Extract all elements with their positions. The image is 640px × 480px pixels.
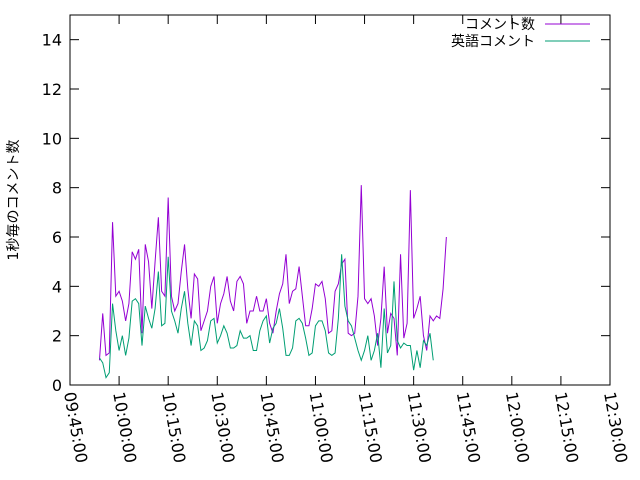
series-line-2 [99,254,434,379]
series-line-1 [98,185,447,361]
x-tick-label: 11:30:00 [404,390,435,464]
y-axis-label: 1秒毎のコメント数 [6,140,22,261]
x-tick-label: 10:45:00 [256,390,287,464]
x-tick-label: 12:30:00 [600,390,631,464]
legend-label-1: コメント数 [465,17,535,33]
x-tick-label: 11:15:00 [355,390,386,464]
x-tick-label: 10:00:00 [109,390,140,464]
y-tick-label: 14 [42,31,62,50]
y-tick-label: 10 [42,129,62,148]
x-tick-label: 12:15:00 [551,390,582,464]
plot-border [69,14,611,386]
y-tick-label: 12 [42,80,62,99]
y-tick-label: 6 [52,228,62,247]
legend-label-2: 英語コメント [451,33,535,50]
plot-area [69,14,611,386]
y-tick-label: 8 [52,179,62,198]
y-tick-label: 2 [52,327,62,346]
x-tick-label: 12:00:00 [502,390,533,464]
x-tick-label: 10:30:00 [207,390,238,464]
x-tick-label: 10:15:00 [158,390,189,464]
x-tick-label: 09:45:00 [60,390,91,464]
x-axis: 09:45:00 10:00:00 10:15:00 10:30:00 10:45:00… [60,15,631,464]
x-tick-label: 11:45:00 [453,390,484,464]
series-lines [98,185,447,379]
y-tick-label: 4 [52,277,62,296]
y-tick-label: 0 [52,376,62,395]
x-tick-label: 11:00:00 [306,390,337,464]
y-axis: 0 2 4 6 8 10 12 14 [42,31,610,395]
